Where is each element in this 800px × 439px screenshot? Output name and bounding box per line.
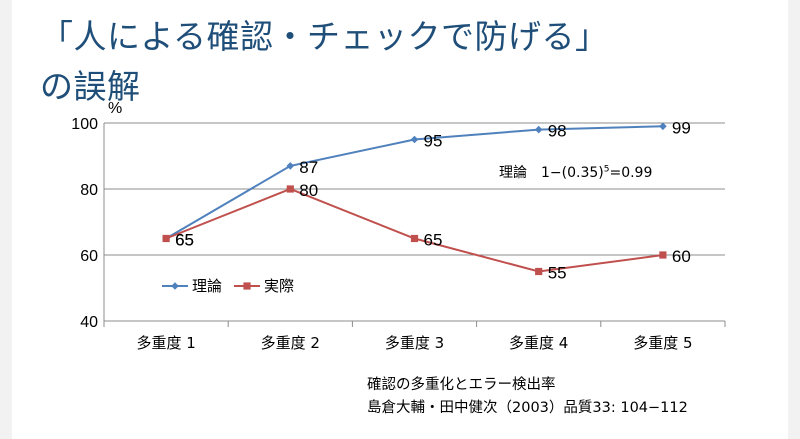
legend-label-実際: 実際 (264, 277, 294, 295)
x-category-label: 多重度 5 (633, 334, 692, 352)
x-category-label: 多重度 1 (136, 334, 195, 352)
legend-label-理論: 理論 (192, 277, 222, 295)
theory-annotation-prefix: 理論 1−(0.35) (499, 165, 604, 181)
data-point-square (162, 234, 170, 243)
data-point-square (286, 185, 294, 193)
data-label: 65 (424, 231, 443, 250)
data-point-diamond (659, 122, 667, 131)
data-label: 87 (299, 158, 318, 177)
slide-title-line2: の誤解 (40, 67, 141, 106)
data-label: 98 (548, 122, 567, 141)
x-category-label: 多重度 3 (385, 334, 444, 352)
data-label: 55 (548, 264, 567, 283)
theory-annotation-exponent: 5 (603, 164, 610, 175)
x-category-label: 多重度 4 (509, 334, 568, 352)
data-label: 65 (175, 231, 194, 250)
slide: 「人による確認・チェックで防げる」 の誤解 40 60 80 100% 多重度 1 多重度… (12, 0, 788, 439)
source-citation: 島倉大輔・田中健次（2003）品質33: 104−112 (367, 400, 688, 416)
x-category-label: 多重度 2 (261, 334, 320, 352)
data-point-square (410, 234, 419, 243)
y-axis-unit-label: % (108, 100, 122, 117)
theory-annotation: 理論 1−(0.35)5=0.99 (499, 162, 652, 182)
data-point-square (659, 251, 667, 259)
data-point-square (535, 267, 543, 276)
data-label: 80 (299, 181, 318, 200)
theory-annotation-suffix: =0.99 (609, 165, 653, 181)
y-tick-label: 60 (80, 248, 98, 265)
source-caption: 確認の多重化とエラー検出率 (367, 377, 556, 393)
legend-marker-square (243, 282, 251, 290)
data-label: 60 (672, 247, 691, 266)
data-label: 95 (424, 132, 443, 151)
y-tick-label: 40 (80, 314, 98, 331)
series-line-実際 (165, 187, 664, 273)
data-point-diamond (286, 162, 295, 170)
y-tick-label: 80 (80, 182, 98, 199)
slide-title-line1: 「人による確認・チェックで防げる」 (40, 17, 609, 56)
data-point-diamond (410, 135, 419, 144)
data-label: 99 (672, 118, 691, 137)
line-chart: 40 60 80 100% 多重度 1 多重度 2 多重度 3 多重度 4 多重度 5 65 87 9… (71, 100, 726, 352)
y-tick-label: 100 (71, 116, 98, 133)
data-point-diamond (534, 125, 543, 134)
legend-marker-diamond (171, 282, 179, 290)
data-label: 65 (175, 231, 194, 250)
